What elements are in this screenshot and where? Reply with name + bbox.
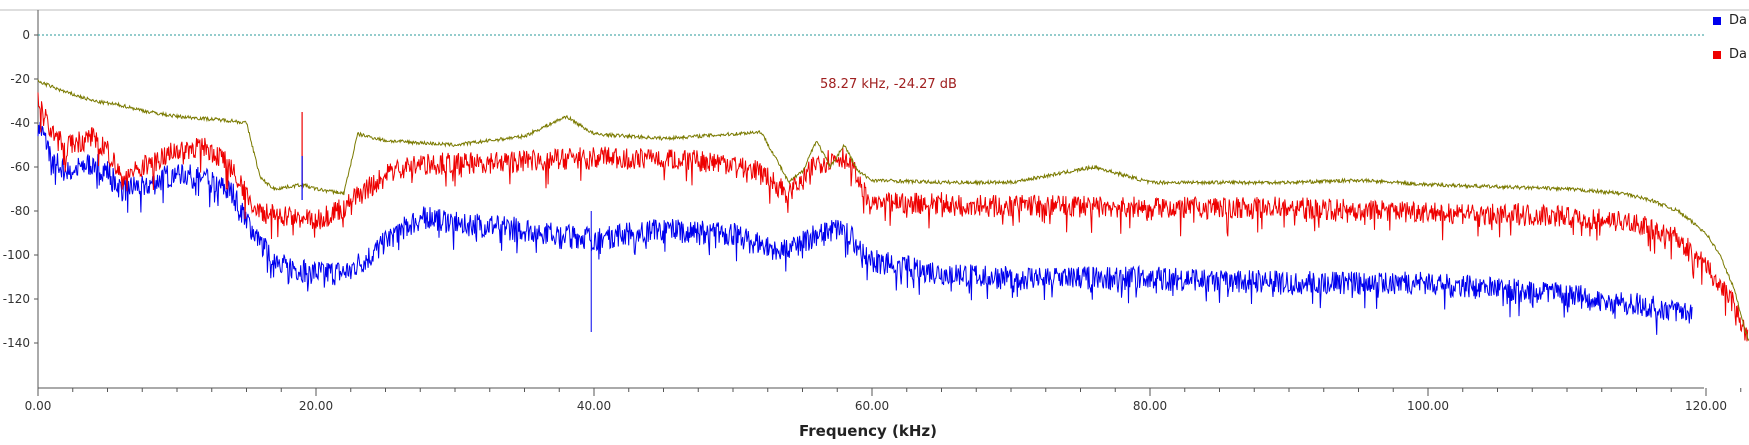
plot-background (38, 10, 1704, 388)
y-tick-label: -40 (10, 116, 30, 130)
x-tick-label: 120.00 (1685, 399, 1727, 413)
y-tick-label: -140 (3, 336, 30, 350)
legend-swatch-icon (1713, 16, 1721, 25)
y-tick-label: -60 (10, 160, 30, 174)
y-tick-label: -100 (3, 248, 30, 262)
x-tick-label: 0.00 (25, 399, 52, 413)
y-tick-label: -80 (10, 204, 30, 218)
y-tick-label: 0 (22, 28, 30, 42)
y-axis-ticks: 0 -20 -40 -60 -80 -100 -120 -140 (3, 28, 38, 350)
cursor-marker-label: 58.27 kHz, -24.27 dB (820, 77, 957, 92)
x-axis-title: Frequency (kHz) (799, 422, 937, 440)
x-tick-label: 100.00 (1407, 399, 1449, 413)
series-line-1 (37, 92, 1749, 342)
x-tick-label: 60.00 (855, 399, 889, 413)
x-axis-ticks: 0.00 20.00 40.00 60.00 80.00 100.00 120.00 (25, 388, 1742, 413)
legend-item-red[interactable]: Da (1713, 47, 1747, 62)
legend-swatch-icon (1713, 50, 1721, 59)
y-tick-label: -20 (10, 72, 30, 86)
legend-label: Da (1729, 13, 1747, 28)
x-tick-label: 20.00 (299, 399, 333, 413)
series-line-0 (37, 121, 1693, 335)
y-tick-label: -120 (3, 292, 30, 306)
x-tick-label: 80.00 (1133, 399, 1167, 413)
series-layer (37, 79, 1749, 342)
legend-label: Da (1729, 47, 1747, 62)
x-tick-label: 40.00 (577, 399, 611, 413)
series-line-2 (37, 79, 1749, 341)
legend-item-blue[interactable]: Da (1713, 13, 1747, 28)
